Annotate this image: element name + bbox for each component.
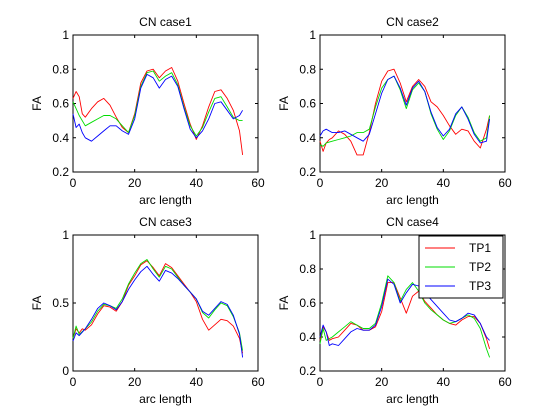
series-line-tp3: [319, 75, 491, 144]
y-tick-label: 0.5: [52, 296, 69, 310]
legend: TP1 TP2 TP3: [418, 235, 504, 299]
y-axis-label: FA: [30, 296, 44, 311]
subplot-1: 0 20 40 60 0.2 0.4 0.6 0.8 1 CN case1 arc length FA: [30, 15, 265, 207]
x-tick-label: 20: [128, 176, 142, 190]
x-tick-label: 0: [317, 375, 324, 389]
series-line-tp1: [319, 282, 491, 350]
y-tick-label: 0.2: [299, 364, 316, 378]
series-line-tp1: [72, 260, 244, 354]
y-tick-label: 0.8: [52, 62, 69, 76]
y-tick-label: 0.6: [299, 296, 316, 310]
x-axis-label: arc length: [386, 392, 439, 406]
series-line-tp3: [72, 265, 244, 358]
plot-area: [72, 34, 259, 173]
y-axis-label: FA: [30, 96, 44, 111]
y-tick-label: 0.8: [299, 62, 316, 76]
x-tick-label: 60: [251, 176, 265, 190]
x-tick-label: 20: [375, 176, 389, 190]
x-axis-label: arc length: [139, 392, 192, 406]
series-line-tp1: [319, 68, 491, 156]
y-axis-label: FA: [277, 96, 291, 111]
y-tick-label: 0.8: [299, 262, 316, 276]
y-tick-label: 1: [62, 228, 69, 242]
y-tick-label: 0.2: [52, 165, 69, 179]
y-tick-label: 1: [309, 228, 316, 242]
y-tick-label: 0: [62, 364, 69, 378]
subplot-2: 0 20 40 60 0.2 0.4 0.6 0.8 1 CN case2 arc length FA: [277, 15, 512, 207]
series-line-tp3: [319, 278, 490, 346]
y-tick-label: 0.4: [299, 131, 316, 145]
plot-area: [72, 234, 259, 372]
legend-label: TP1: [469, 241, 491, 255]
y-tick-label: 1: [309, 28, 316, 42]
x-tick-label: 40: [190, 176, 204, 190]
series-line-tp2: [72, 259, 244, 351]
y-tick-label: 0.4: [52, 131, 69, 145]
y-tick-label: 0.6: [52, 97, 69, 111]
subplot-title: CN case3: [139, 215, 192, 229]
plot-area: [319, 34, 506, 173]
series-line-tp1: [72, 67, 244, 155]
y-tick-label: 0.6: [299, 97, 316, 111]
x-tick-label: 0: [70, 375, 77, 389]
subplot-title: CN case1: [139, 15, 192, 29]
series-line-tp2: [72, 70, 243, 137]
subplot-title: CN case4: [386, 215, 439, 229]
legend-label: TP2: [469, 260, 491, 274]
subplot-title: CN case2: [386, 15, 439, 29]
x-tick-label: 40: [437, 375, 451, 389]
y-axis-label: FA: [277, 296, 291, 311]
x-tick-label: 20: [128, 375, 142, 389]
legend-label: TP3: [469, 279, 491, 293]
y-tick-label: 0.4: [299, 330, 316, 344]
y-tick-label: 1: [62, 28, 69, 42]
x-tick-label: 60: [498, 375, 512, 389]
x-axis-label: arc length: [386, 193, 439, 207]
x-tick-label: 20: [375, 375, 389, 389]
x-tick-label: 40: [437, 176, 451, 190]
x-tick-label: 60: [498, 176, 512, 190]
series-line-tp3: [72, 73, 243, 142]
x-axis-label: arc length: [139, 193, 192, 207]
subplot-4: 0 20 40 60 0.2 0.4 0.6 0.8 1 CN case4 arc length FA…: [277, 215, 512, 406]
y-tick-label: 0.2: [299, 165, 316, 179]
x-tick-label: 0: [70, 176, 77, 190]
x-tick-label: 60: [251, 375, 265, 389]
subplot-3: 0 20 40 60 0 0.5 1 CN case3 arc length FA: [30, 215, 265, 406]
x-tick-label: 40: [190, 375, 204, 389]
x-tick-label: 0: [317, 176, 324, 190]
